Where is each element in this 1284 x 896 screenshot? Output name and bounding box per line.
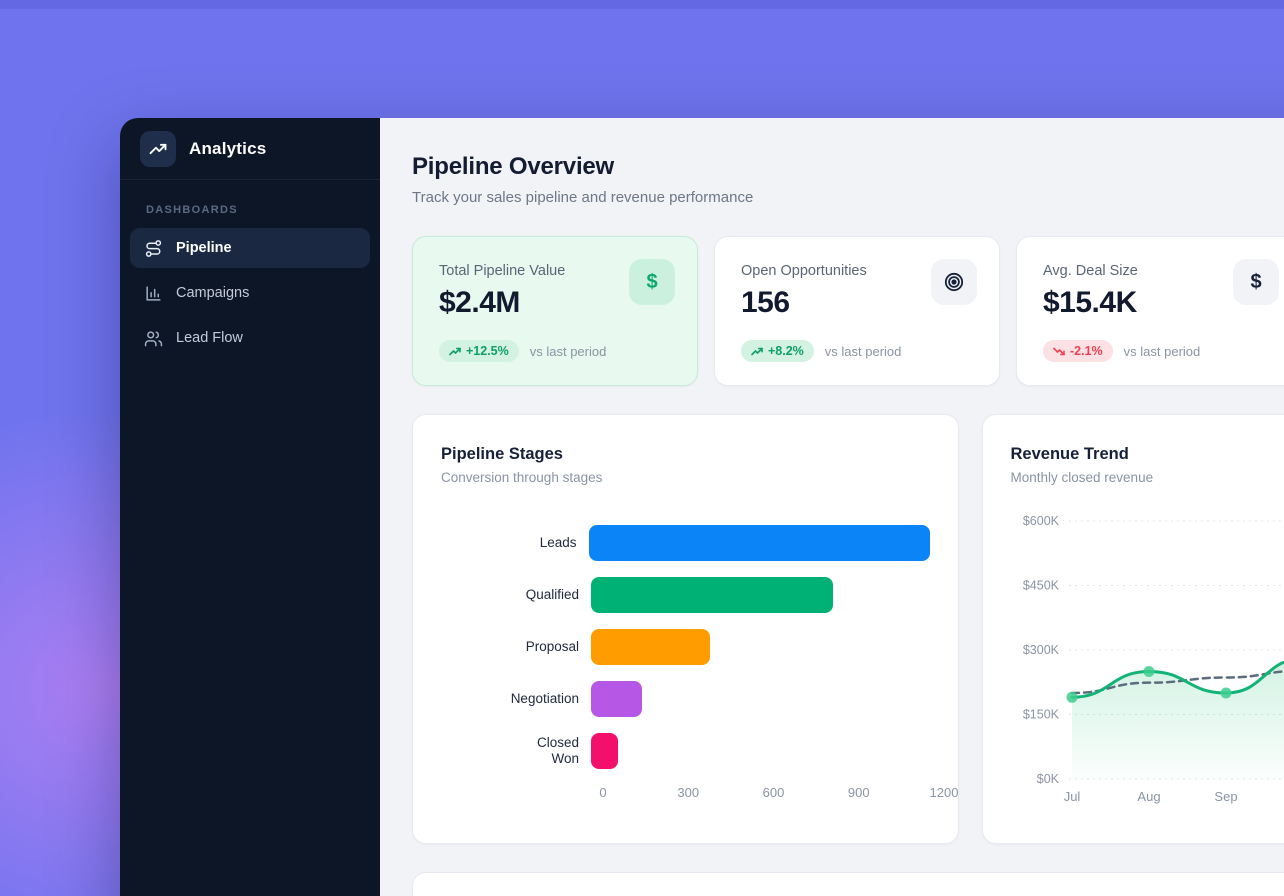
pipeline-stages-bar-chart: Leads Qualified Proposal Negotiation (441, 525, 958, 803)
delta-value: +12.5% (466, 344, 509, 358)
x-tick: 300 (677, 785, 700, 800)
page-subtitle: Track your sales pipeline and revenue pe… (412, 189, 754, 206)
bar-row-closed-won: Closed Won (441, 733, 930, 769)
users-icon (144, 329, 163, 348)
app-logo (140, 130, 176, 167)
chart-subtitle: Monthly closed revenue (1010, 470, 1154, 485)
bar-proposal[interactable] (591, 629, 711, 665)
compare-label: vs last period (1123, 343, 1201, 359)
chart-subtitle: Conversion through stages (441, 470, 603, 485)
kpi-card-avg-deal-size: Avg. Deal Size $15.4K -2.1% vs last peri… (1016, 236, 1284, 386)
charts-row: Pipeline Stages Conversion through stage… (412, 414, 1284, 844)
kpi-label: Open Opportunities (741, 263, 867, 279)
app-title: Analytics (189, 138, 267, 158)
bar-label: Qualified (525, 587, 579, 602)
x-tick: 0 (599, 785, 607, 800)
kpi-value: 156 (741, 286, 790, 319)
bar-closed-won[interactable] (591, 733, 618, 769)
svg-text:Jul: Jul (1063, 789, 1080, 804)
pipeline-stages-card: Pipeline Stages Conversion through stage… (412, 414, 959, 844)
chart-title: Pipeline Stages (441, 445, 563, 463)
x-axis-ticks: 0 300 600 900 1200 (599, 785, 957, 803)
svg-text:$300K: $300K (1022, 643, 1059, 657)
trending-down-icon (1053, 346, 1065, 357)
target-icon (931, 259, 977, 305)
bar-label: Negotiation (510, 691, 579, 706)
bar-negotiation[interactable] (591, 681, 643, 717)
partial-card (412, 872, 1284, 896)
trending-up-icon (449, 346, 461, 357)
sidebar-item-label: Pipeline (176, 240, 232, 256)
x-tick: 600 (762, 785, 785, 800)
sidebar: Analytics DASHBOARDS Pipeline Campaigns (120, 118, 380, 896)
kpi-card-total-pipeline-value: Total Pipeline Value $2.4M +12.5% vs las… (412, 236, 698, 386)
sidebar-header: Analytics (120, 118, 380, 180)
svg-text:$600K: $600K (1022, 514, 1059, 528)
sidebar-item-lead-flow[interactable]: Lead Flow (130, 318, 370, 358)
sidebar-item-label: Campaigns (176, 285, 250, 301)
sidebar-section-label: DASHBOARDS (146, 204, 238, 216)
sidebar-item-campaigns[interactable]: Campaigns (130, 273, 370, 313)
delta-badge: -2.1% (1043, 340, 1113, 362)
svg-text:$150K: $150K (1022, 708, 1059, 722)
kpi-value: $2.4M (439, 286, 520, 319)
route-icon (144, 239, 163, 258)
dollar-icon: $ (629, 259, 675, 305)
compare-label: vs last period (824, 343, 902, 359)
revenue-trend-card: Revenue Trend Monthly closed revenue $0K… (981, 414, 1284, 844)
kpi-value: $15.4K (1043, 286, 1137, 319)
bar-qualified[interactable] (591, 577, 833, 613)
svg-text:$0K: $0K (1036, 772, 1059, 786)
trending-up-icon (148, 139, 168, 159)
kpi-footer: -2.1% vs last period (1043, 340, 1200, 362)
bar-label: Closed Won (536, 735, 579, 766)
svg-text:Sep: Sep (1214, 789, 1237, 804)
app-window: Analytics DASHBOARDS Pipeline Campaigns (120, 118, 1284, 896)
bar-row-qualified: Qualified (441, 577, 930, 613)
bar-label: Proposal (525, 639, 579, 654)
bar-chart-icon (144, 284, 163, 303)
delta-value: -2.1% (1070, 344, 1103, 358)
svg-text:Aug: Aug (1137, 789, 1160, 804)
compare-label: vs last period (529, 343, 607, 359)
bar-label: Leads (539, 535, 577, 550)
sidebar-item-label: Lead Flow (176, 330, 243, 346)
trending-up-icon (751, 346, 763, 357)
svg-text:$450K: $450K (1022, 579, 1059, 593)
sidebar-item-pipeline[interactable]: Pipeline (130, 228, 370, 268)
main-content: Pipeline Overview Track your sales pipel… (380, 118, 1284, 896)
delta-badge: +8.2% (741, 340, 814, 362)
bar-leads[interactable] (588, 525, 930, 561)
bar-row-proposal: Proposal (441, 629, 930, 665)
delta-badge: +12.5% (439, 340, 519, 362)
kpi-footer: +12.5% vs last period (439, 340, 606, 362)
x-tick: 900 (847, 785, 870, 800)
dollar-icon: $ (1233, 259, 1279, 305)
bar-row-leads: Leads (441, 525, 930, 561)
chart-title: Revenue Trend (1010, 445, 1129, 463)
kpi-label: Avg. Deal Size (1043, 263, 1138, 279)
x-tick: 1200 (929, 785, 959, 800)
kpi-label: Total Pipeline Value (439, 263, 566, 279)
page-title: Pipeline Overview (412, 153, 615, 180)
kpi-row: Total Pipeline Value $2.4M +12.5% vs las… (412, 236, 1284, 386)
kpi-footer: +8.2% vs last period (741, 340, 901, 362)
bar-row-negotiation: Negotiation (441, 681, 930, 717)
kpi-card-open-opportunities: Open Opportunities 156 +8.2% vs last per… (714, 236, 1000, 386)
delta-value: +8.2% (768, 344, 804, 358)
revenue-line-chart[interactable]: $0K $150K $300K $450K $600K Jul Aug Sep (1011, 503, 1284, 820)
